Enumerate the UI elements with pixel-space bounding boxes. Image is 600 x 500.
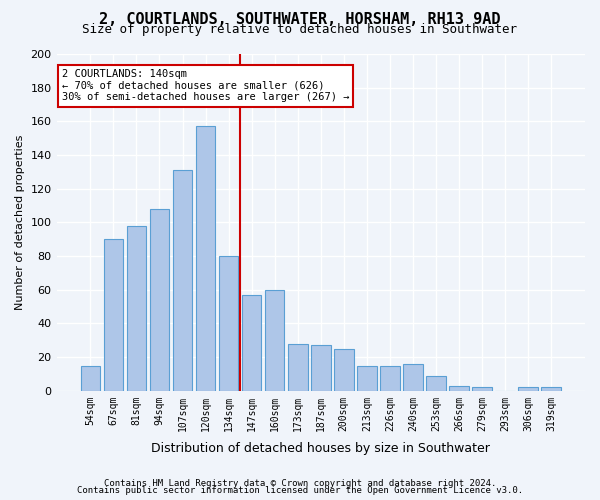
Bar: [242, 295, 262, 391]
Bar: [518, 388, 538, 391]
Bar: [173, 170, 193, 391]
Text: 2 COURTLANDS: 140sqm
← 70% of detached houses are smaller (626)
30% of semi-deta: 2 COURTLANDS: 140sqm ← 70% of detached h…: [62, 69, 349, 102]
Text: 2, COURTLANDS, SOUTHWATER, HORSHAM, RH13 9AD: 2, COURTLANDS, SOUTHWATER, HORSHAM, RH13…: [99, 12, 501, 28]
Bar: [380, 366, 400, 391]
Bar: [334, 348, 353, 391]
Bar: [265, 290, 284, 391]
Bar: [426, 376, 446, 391]
Y-axis label: Number of detached properties: Number of detached properties: [15, 134, 25, 310]
Bar: [196, 126, 215, 391]
Bar: [403, 364, 423, 391]
Bar: [80, 366, 100, 391]
Bar: [127, 226, 146, 391]
Text: Contains public sector information licensed under the Open Government Licence v3: Contains public sector information licen…: [77, 486, 523, 495]
Text: Contains HM Land Registry data © Crown copyright and database right 2024.: Contains HM Land Registry data © Crown c…: [104, 478, 496, 488]
Bar: [149, 209, 169, 391]
Bar: [104, 239, 123, 391]
X-axis label: Distribution of detached houses by size in Southwater: Distribution of detached houses by size …: [151, 442, 490, 455]
Bar: [357, 366, 377, 391]
Text: Size of property relative to detached houses in Southwater: Size of property relative to detached ho…: [83, 22, 517, 36]
Bar: [288, 344, 308, 391]
Bar: [541, 388, 561, 391]
Bar: [472, 388, 492, 391]
Bar: [449, 386, 469, 391]
Bar: [311, 346, 331, 391]
Bar: [219, 256, 238, 391]
